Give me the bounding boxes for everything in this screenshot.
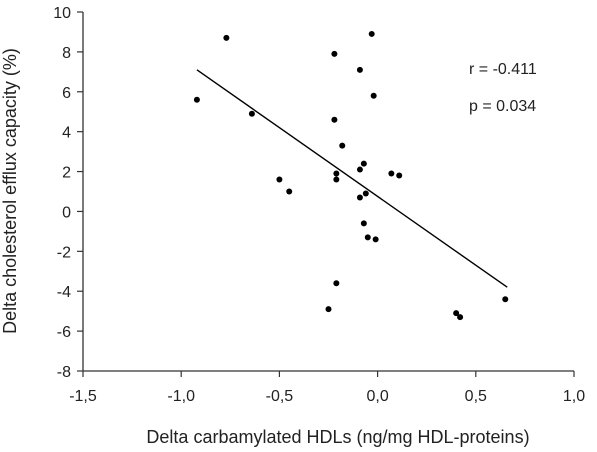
data-point xyxy=(276,176,283,183)
data-point xyxy=(333,280,340,287)
y-tick-label: -2 xyxy=(57,244,71,261)
data-point xyxy=(356,66,363,73)
axes xyxy=(82,12,574,372)
y-tick-label: -4 xyxy=(57,284,71,301)
data-point xyxy=(370,92,377,99)
data-point xyxy=(360,160,367,167)
data-point xyxy=(457,314,464,321)
data-point xyxy=(193,96,200,103)
x-tick-label: 0,0 xyxy=(366,388,388,405)
data-point xyxy=(453,310,460,317)
data-point xyxy=(331,50,338,57)
data-point xyxy=(223,34,230,41)
data-points xyxy=(193,30,509,321)
y-tick-label: 10 xyxy=(53,5,71,22)
x-ticks: -1,5 -1,0 -0,5 0,0 0,5 1,0 xyxy=(69,371,585,405)
x-axis-title: Delta carbamylated HDLs (ng/mg HDL-prote… xyxy=(146,427,529,447)
x-tick-label: -1,0 xyxy=(167,388,195,405)
y-ticks: -8 -6 -4 -2 0 2 4 6 8 10 xyxy=(53,5,83,381)
data-point xyxy=(333,176,340,183)
x-tick-label: -0,5 xyxy=(266,388,294,405)
x-tick-label: 1,0 xyxy=(563,388,585,405)
y-axis-title: Delta cholesterol efflux capacity (%) xyxy=(0,48,20,334)
y-tick-label: 8 xyxy=(62,45,71,62)
data-point xyxy=(331,116,338,123)
correlation-r-label: r = -0.411 xyxy=(469,61,537,78)
data-point xyxy=(502,296,509,303)
data-point xyxy=(364,234,371,241)
y-tick-label: 2 xyxy=(62,165,71,182)
data-point xyxy=(339,142,346,149)
data-point xyxy=(360,220,367,227)
y-tick-label: 4 xyxy=(62,125,71,142)
data-point xyxy=(286,188,293,195)
regression-line xyxy=(196,69,508,288)
data-point xyxy=(372,236,379,243)
data-point xyxy=(362,190,369,197)
data-point xyxy=(388,170,395,177)
data-point xyxy=(248,110,255,117)
y-tick-label: 6 xyxy=(62,85,71,102)
data-point xyxy=(356,166,363,173)
data-point xyxy=(356,194,363,201)
x-tick-label: -1,5 xyxy=(69,388,97,405)
data-point xyxy=(333,170,340,177)
data-point xyxy=(396,172,403,179)
y-tick-label: -6 xyxy=(57,324,71,341)
data-point xyxy=(368,30,375,37)
x-tick-label: 0,5 xyxy=(465,388,487,405)
p-value-label: p = 0.034 xyxy=(469,98,536,115)
y-tick-label: -8 xyxy=(57,364,71,381)
data-point xyxy=(325,306,332,313)
y-tick-label: 0 xyxy=(62,204,71,221)
